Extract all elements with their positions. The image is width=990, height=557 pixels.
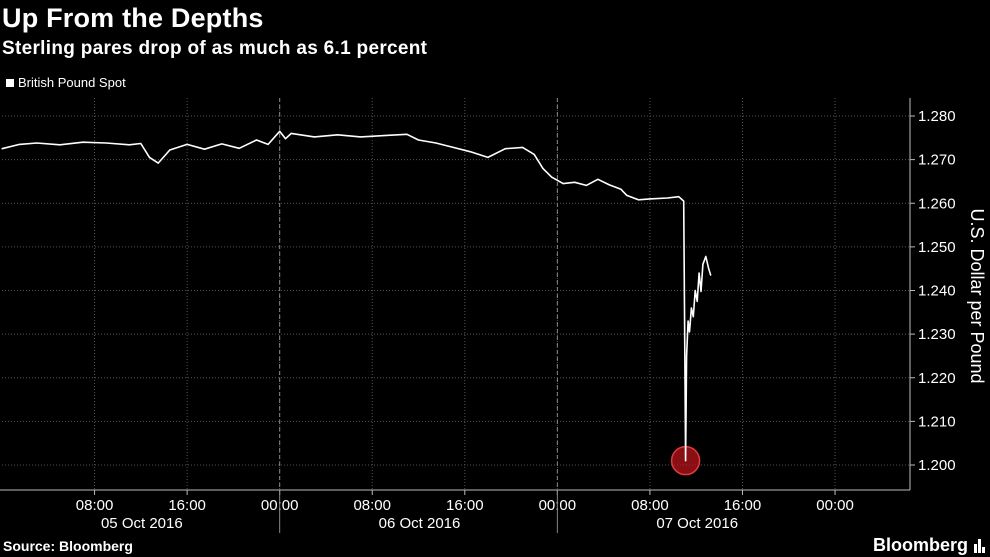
data-point: [705, 255, 707, 258]
data-point: [649, 198, 651, 200]
data-point: [562, 183, 564, 185]
date-label: 05 Oct 2016: [101, 515, 183, 532]
x-tick-label: 16:00: [168, 497, 206, 514]
data-point: [284, 138, 287, 140]
y-tick-label: 1.210: [918, 413, 956, 430]
data-point: [666, 197, 668, 199]
x-tick-label: 08:00: [353, 497, 391, 514]
data-point: [157, 162, 159, 164]
data-point: [700, 290, 702, 292]
y-tick-label: 1.270: [918, 152, 956, 169]
data-point: [504, 148, 506, 150]
data-point: [203, 148, 206, 150]
data-point: [597, 178, 599, 180]
data-point: [694, 289, 696, 292]
chart-title: Up From the Depths: [2, 3, 264, 33]
data-point: [169, 149, 171, 151]
data-point: [688, 331, 691, 333]
data-point: [383, 135, 385, 137]
data-point: [469, 151, 472, 153]
data-point: [186, 143, 188, 145]
data-point: [702, 263, 704, 265]
data-point: [406, 133, 408, 135]
data-point: [82, 141, 84, 143]
data-point: [533, 153, 535, 155]
x-tick-label: 16:00: [446, 497, 484, 514]
data-point: [522, 146, 524, 149]
data-point: [148, 156, 151, 159]
y-tick-label: 1.220: [918, 370, 956, 387]
data-point: [238, 147, 240, 149]
data-point: [683, 200, 685, 202]
data-point: [18, 143, 20, 145]
data-point: [684, 460, 687, 462]
x-tick-label: 08:00: [76, 497, 114, 514]
bloomberg-bars-icon: [974, 538, 986, 553]
y-tick-label: 1.280: [918, 108, 956, 125]
data-point: [687, 320, 689, 322]
legend: British Pound Spot: [6, 75, 126, 90]
data-point: [59, 144, 61, 146]
data-point: [417, 139, 420, 141]
data-point: [313, 136, 315, 138]
y-tick-label: 1.260: [918, 195, 956, 212]
date-label: 07 Oct 2016: [656, 515, 738, 532]
data-point: [708, 268, 710, 270]
y-axis-label: U.S. Dollar per Pound: [967, 208, 987, 383]
data-point: [710, 274, 712, 276]
data-point: [626, 194, 628, 196]
data-point: [698, 272, 700, 274]
x-tick-label: 16:00: [724, 497, 762, 514]
data-point: [140, 142, 142, 145]
data-point: [336, 134, 339, 136]
y-tick-label: 1.200: [918, 457, 956, 474]
data-point: [550, 176, 553, 178]
data-point: [620, 188, 622, 190]
data-point: [637, 199, 639, 201]
data-point: [685, 355, 688, 357]
source-note: Source: Bloomberg: [3, 538, 133, 554]
data-point: [221, 143, 223, 145]
data-point: [1, 148, 3, 150]
y-tick-label: 1.240: [918, 283, 956, 300]
data-point: [105, 142, 107, 144]
data-point: [696, 300, 698, 303]
data-point: [542, 167, 544, 169]
data-point: [678, 196, 680, 198]
y-tick-label: 1.230: [918, 326, 956, 343]
date-label: 06 Oct 2016: [379, 515, 461, 532]
data-point: [128, 144, 130, 146]
data-point: [585, 184, 587, 186]
series-line-british-pound: [1, 130, 712, 462]
data-point: [290, 132, 292, 135]
data-point: [279, 130, 281, 132]
data-point: [452, 146, 454, 149]
data-point: [360, 136, 362, 138]
data-point: [435, 142, 437, 144]
data-point: [692, 316, 694, 318]
data-point: [608, 184, 611, 186]
data-point: [487, 156, 489, 159]
brand-logo: Bloomberg: [873, 535, 986, 556]
data-point: [690, 307, 692, 309]
chart-subtitle: Sterling pares drop of as much as 6.1 pe…: [2, 38, 428, 59]
data-point: [255, 139, 258, 141]
data-point: [36, 142, 38, 144]
x-tick-label: 08:00: [631, 497, 669, 514]
legend-label: British Pound Spot: [18, 75, 126, 90]
x-tick-label: 00:00: [816, 497, 854, 514]
data-point: [267, 143, 269, 145]
data-point: [574, 181, 576, 183]
legend-swatch: [6, 78, 14, 87]
y-tick-label: 1.250: [918, 239, 956, 256]
brand-name: Bloomberg: [872, 535, 968, 555]
